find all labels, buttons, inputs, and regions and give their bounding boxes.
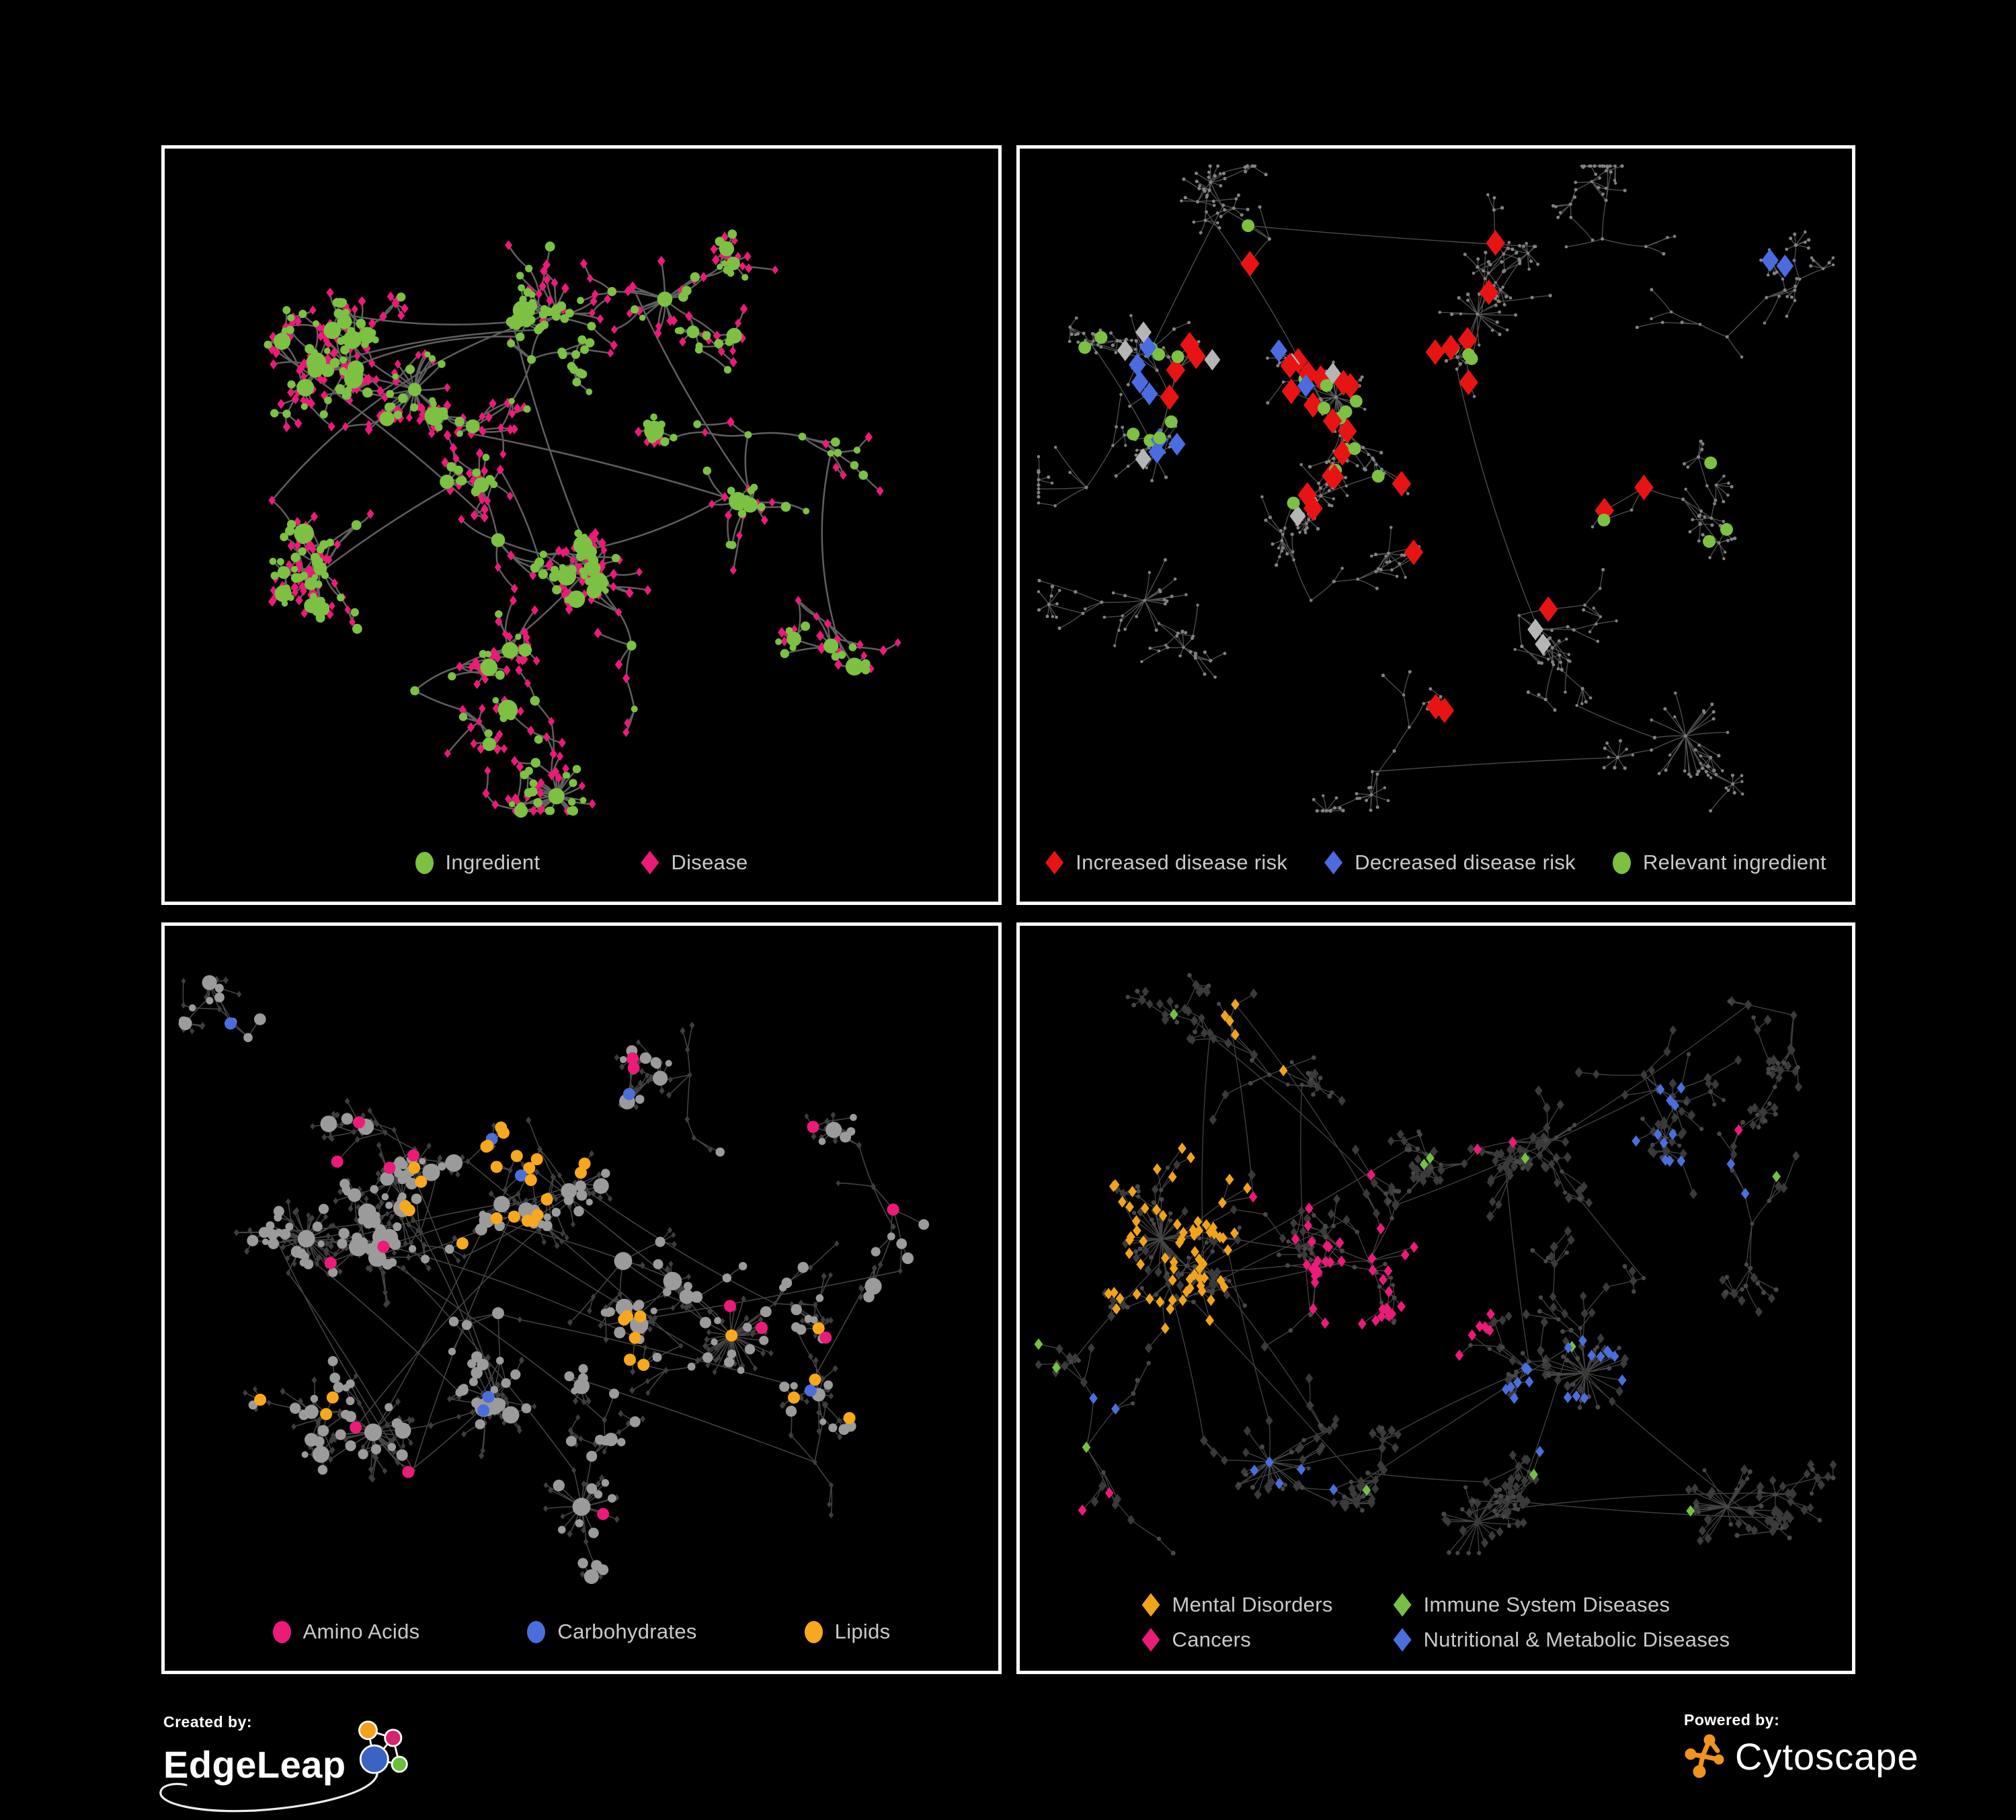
diamond-swatch-icon	[1045, 850, 1064, 875]
powered-by-block: Powered by: Cytoscape	[1684, 1711, 1993, 1812]
edgeleap-swoosh	[159, 1766, 378, 1813]
ingredient-classes-graph	[178, 975, 930, 1584]
edgeleap-logo-icon	[358, 1720, 408, 1774]
panel-disease-risk-network: Increased disease risk Decreased disease …	[1016, 145, 1855, 905]
legend-label: Nutritional & Metabolic Diseases	[1423, 1628, 1730, 1651]
ingredient-disease-graph	[264, 229, 901, 818]
legend-item-carbohydrates: Carbohydrates	[527, 1620, 696, 1644]
circle-swatch-icon	[1613, 851, 1631, 874]
legend-label: Cancers	[1172, 1628, 1252, 1651]
diamond-swatch-icon	[641, 850, 659, 875]
legend-label: Disease	[671, 850, 748, 874]
legend-item-amino-acids: Amino Acids	[272, 1620, 420, 1644]
diamond-swatch-icon	[1141, 1593, 1160, 1617]
disease-classes-graph	[1034, 973, 1837, 1556]
panel-disease-classes-network: Mental Disorders Immune System Diseases Ca…	[1016, 922, 1855, 1674]
legend-label: Decreased disease risk	[1355, 850, 1576, 874]
legend-item-immune-system-diseases: Immune System Diseases	[1393, 1593, 1730, 1617]
circle-swatch-icon	[527, 1620, 546, 1643]
legend-label: Mental Disorders	[1172, 1593, 1333, 1616]
edgeleap-logo-text: EdgeLeap	[163, 1743, 346, 1786]
panel-ingredient-classes-network: Amino Acids Carbohydrates Lipids	[161, 922, 1002, 1674]
legend-label: Immune System Diseases	[1423, 1593, 1670, 1616]
legend-ingredient-classes: Amino Acids Carbohydrates Lipids	[165, 1620, 998, 1644]
legend-disease-classes: Mental Disorders Immune System Diseases Ca…	[1020, 1593, 1852, 1652]
created-by-label: Created by:	[163, 1713, 253, 1731]
legend-item-lipids: Lipids	[804, 1620, 891, 1644]
legend-disease-risk: Increased disease risk Decreased disease …	[1020, 850, 1852, 875]
diamond-swatch-icon	[1324, 850, 1343, 875]
circle-swatch-icon	[804, 1620, 823, 1643]
disease-risk-graph	[1037, 164, 1835, 813]
legend-item-mental-disorders: Mental Disorders	[1141, 1593, 1333, 1617]
diamond-swatch-icon	[1393, 1593, 1412, 1617]
created-by-block: Created by: EdgeLeap	[159, 1713, 432, 1814]
legend-item-nutritional-metabolic-diseases: Nutritional & Metabolic Diseases	[1393, 1628, 1730, 1652]
legend-item-decreased-disease-risk: Decreased disease risk	[1324, 850, 1576, 875]
legend-label: Ingredient	[445, 850, 540, 874]
panel-ingredient-disease-network: Ingredient Disease	[161, 145, 1002, 905]
legend-label: Relevant ingredient	[1643, 850, 1826, 874]
legend-label: Increased disease risk	[1076, 850, 1288, 874]
legend-item-cancers: Cancers	[1141, 1628, 1333, 1652]
legend-item-ingredient: Ingredient	[415, 850, 540, 875]
legend-label: Amino Acids	[303, 1620, 420, 1643]
diamond-swatch-icon	[1141, 1628, 1160, 1652]
cytoscape-logo-icon	[1685, 1734, 1724, 1778]
circle-swatch-icon	[415, 851, 434, 874]
legend-item-relevant-ingredient: Relevant ingredient	[1613, 850, 1826, 875]
circle-swatch-icon	[272, 1620, 291, 1643]
cytoscape-brand-row: Cytoscape	[1684, 1733, 1993, 1779]
legend-label: Lipids	[834, 1620, 891, 1643]
powered-by-label: Powered by:	[1684, 1711, 1780, 1729]
legend-item-disease: Disease	[641, 850, 748, 875]
cytoscape-logo-text: Cytoscape	[1735, 1735, 1919, 1778]
legend-label: Carbohydrates	[557, 1620, 697, 1643]
diamond-swatch-icon	[1393, 1628, 1412, 1652]
legend-item-increased-disease-risk: Increased disease risk	[1045, 850, 1287, 875]
legend-ingredient-disease: Ingredient Disease	[165, 850, 998, 875]
edgeleap-brand-row: EdgeLeap	[159, 1720, 432, 1813]
